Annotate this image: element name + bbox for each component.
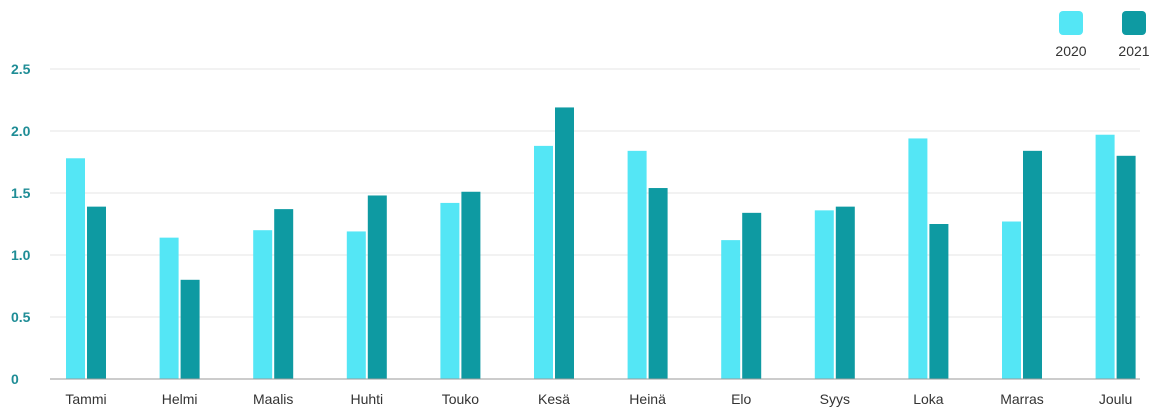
x-tick-label: Heinä xyxy=(629,391,666,407)
bar-2020-touko[interactable] xyxy=(440,202,460,379)
x-tick-label: Maalis xyxy=(253,391,293,407)
y-tick-label: 2.0 xyxy=(11,123,31,139)
x-tick-label: Loka xyxy=(913,391,944,407)
bar-2021-huhti[interactable] xyxy=(367,195,387,379)
x-axis-ticks: Tammi Helmi Maalis Huhti Touko Kesä Heinä Elo Sy… xyxy=(65,391,1132,407)
x-tick-label: Joulu xyxy=(1099,391,1132,407)
x-tick-label: Helmi xyxy=(162,391,198,407)
x-tick-label: Kesä xyxy=(538,391,570,407)
bar-2021-marras[interactable] xyxy=(1023,150,1042,379)
bar-2021-touko[interactable] xyxy=(461,191,481,379)
bars xyxy=(66,107,1136,379)
bar-2021-loka[interactable] xyxy=(929,224,949,379)
x-tick-label: Syys xyxy=(820,391,850,407)
x-tick-label: Touko xyxy=(442,391,480,407)
x-tick-label: Elo xyxy=(731,391,751,407)
bar-2021-tammi[interactable] xyxy=(87,206,106,379)
bar-2021-heinä[interactable] xyxy=(648,188,668,379)
y-tick-label: 1.5 xyxy=(11,185,31,201)
bar-2020-tammi[interactable] xyxy=(66,158,85,379)
y-tick-label: 0.5 xyxy=(11,309,31,325)
x-tick-label: Marras xyxy=(1000,391,1044,407)
bar-2020-huhti[interactable] xyxy=(346,231,366,379)
bar-2021-elo[interactable] xyxy=(742,212,762,379)
x-tick-label: Tammi xyxy=(65,391,106,407)
bar-2021-syys[interactable] xyxy=(835,206,855,379)
bar-2020-heinä[interactable] xyxy=(627,150,647,379)
bar-2020-elo[interactable] xyxy=(721,240,741,379)
legend-label-2020[interactable]: 2020 xyxy=(1055,43,1086,59)
bar-2021-joulu[interactable] xyxy=(1116,155,1136,379)
bar-2020-helmi[interactable] xyxy=(159,237,179,379)
y-tick-label: 1.0 xyxy=(11,247,31,263)
gridlines xyxy=(50,68,1140,318)
bar-2020-loka[interactable] xyxy=(908,138,928,379)
bar-2021-helmi[interactable] xyxy=(180,279,200,379)
bar-2020-kesä[interactable] xyxy=(534,145,553,379)
legend-label-2021[interactable]: 2021 xyxy=(1118,43,1149,59)
bar-2020-marras[interactable] xyxy=(1002,221,1021,379)
y-axis-ticks: 0 0.5 1.0 1.5 2.0 2.5 xyxy=(11,61,31,387)
legend-swatch-2021[interactable] xyxy=(1122,11,1146,35)
bar-2020-syys[interactable] xyxy=(814,210,834,379)
bar-2021-maalis[interactable] xyxy=(274,209,294,379)
y-tick-label: 2.5 xyxy=(11,61,31,77)
bar-2021-kesä[interactable] xyxy=(555,107,574,379)
legend-swatch-2020[interactable] xyxy=(1059,11,1083,35)
y-tick-label: 0 xyxy=(11,371,19,387)
x-tick-label: Huhti xyxy=(350,391,383,407)
legend[interactable]: 2020 2021 xyxy=(1055,11,1150,59)
bar-2020-joulu[interactable] xyxy=(1095,134,1115,379)
bar-2020-maalis[interactable] xyxy=(253,230,273,379)
